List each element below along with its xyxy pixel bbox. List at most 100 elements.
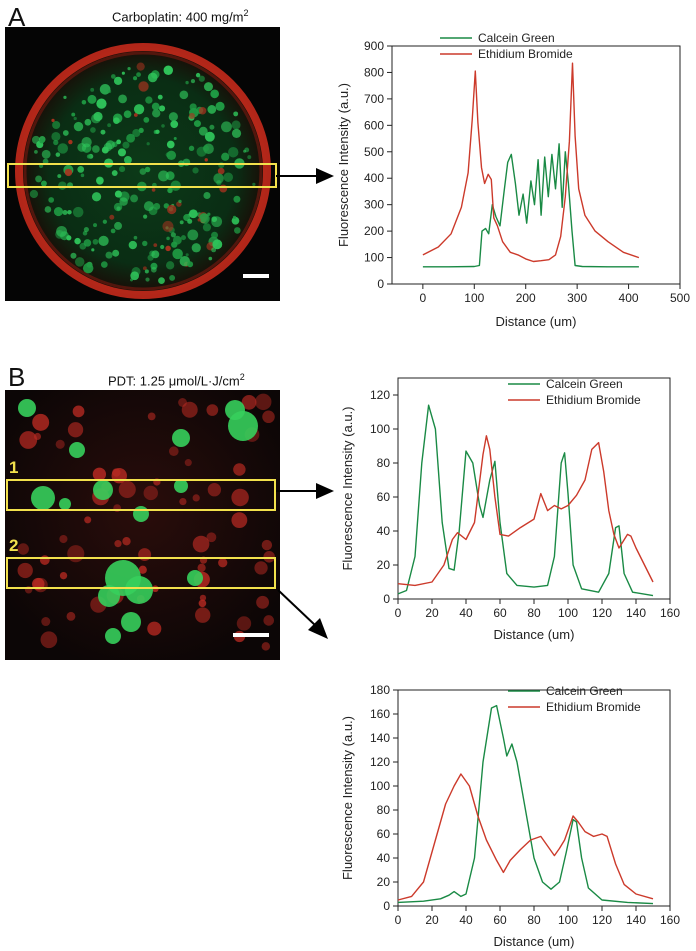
micrograph-b-green-cell [174, 479, 188, 493]
micrograph-a-speck [66, 235, 72, 241]
micrograph-a-speck [203, 191, 211, 200]
legend-entry: Ethidium Bromide [478, 47, 573, 61]
micrograph-b-red-speck [17, 543, 29, 555]
y-tick-label: 100 [370, 779, 390, 793]
micrograph-a-speck [153, 243, 158, 248]
micrograph-b-red-speck [218, 558, 228, 568]
micrograph-a-speck [133, 76, 138, 81]
micrograph-a-speck [198, 126, 208, 136]
micrograph-b-red-speck [206, 404, 219, 416]
micrograph-a-speck [210, 89, 220, 99]
x-tick-label: 400 [619, 291, 639, 305]
micrograph-a-speck [215, 101, 225, 111]
micrograph-a-speck [98, 235, 109, 247]
micrograph-b-green-cell [125, 576, 153, 604]
micrograph-b-red-speck [206, 532, 217, 543]
micrograph-a-speck [73, 116, 77, 121]
caption-a: Carboplatin: 400 mg/m2 [112, 8, 249, 24]
micrograph-a-speck [77, 142, 87, 152]
micrograph-a-speck [185, 253, 189, 257]
micrograph-a-speck [211, 216, 223, 228]
y-tick-label: 200 [364, 224, 384, 238]
micrograph-a-speck [122, 141, 130, 149]
micrograph-a-speck [34, 150, 38, 154]
micrograph-a-speck [170, 232, 176, 238]
micrograph-a-speck [157, 94, 163, 100]
series-line-ethidium-bromide [397, 773, 654, 901]
legend-entry: Calcein Green [546, 377, 623, 391]
micrograph-a-speck [190, 79, 196, 84]
chart-b2: 0 20 40 60 80 100 120 140 160 0 20 40 60 80 100 120 140 1… [330, 680, 680, 950]
micrograph-b-green-cell [121, 612, 141, 632]
y-tick-label: 180 [370, 683, 390, 697]
micrograph-a-speck [147, 72, 158, 83]
micrograph-b-red-speck [263, 615, 275, 626]
micrograph-a-speck [231, 216, 240, 225]
y-tick-label: 0 [383, 899, 390, 913]
micrograph-a-speck [58, 181, 67, 190]
micrograph-b-red-speck [254, 561, 268, 575]
arrow-b2 [277, 589, 328, 639]
micrograph-a-speck [197, 218, 201, 222]
caption-b-text: PDT: 1.25 μmol/L·J/cm [108, 373, 240, 389]
micrograph-a-speck [185, 80, 189, 85]
micrograph-b-red-speck [118, 480, 136, 499]
micrograph-b-red-speck [66, 611, 76, 621]
micrograph-a-speck [74, 237, 81, 245]
micrograph-a-speck [62, 210, 68, 216]
micrograph-b-red-speck [168, 446, 179, 457]
caption-a-sup: 2 [243, 8, 249, 18]
box-label-1: 1 [9, 458, 18, 477]
x-tick-label: 500 [670, 291, 690, 305]
micrograph-b-green-cell [93, 480, 113, 500]
micrograph-b-red-speck [138, 548, 152, 562]
micrograph-a-speck [162, 220, 174, 232]
arrow-a [276, 168, 334, 184]
micrograph-a-speck [142, 240, 148, 247]
micrograph-a-speck [51, 118, 55, 123]
x-tick-label: 200 [516, 291, 536, 305]
micrograph-a-speck [187, 218, 193, 224]
micrograph-a-speck [150, 266, 157, 273]
x-tick-label: 300 [567, 291, 587, 305]
micrograph-a-speck [172, 248, 183, 260]
micrograph-a-speck [55, 152, 61, 157]
micrograph-b-red-speck [41, 616, 51, 627]
micrograph-b-red-speck [114, 540, 122, 548]
micrograph-a-speck [136, 72, 141, 77]
micrograph-a-speck [193, 120, 201, 128]
micrograph-a-speck [41, 149, 51, 159]
micrograph-a-speck [99, 83, 111, 95]
micrograph-b-green-cell [187, 570, 203, 586]
micrograph-a-speck [180, 235, 186, 241]
x-tick-label: 80 [527, 606, 541, 620]
x-tick-label: 40 [459, 913, 473, 927]
micrograph-a-speck [105, 251, 113, 259]
x-tick-label: 0 [420, 291, 427, 305]
y-tick-label: 120 [370, 388, 390, 402]
micrograph-a-speck [202, 223, 212, 232]
plot-svg-b2: 0 20 40 60 80 100 120 140 160 0 20 40 60 80 100 120 140 1… [340, 683, 680, 949]
micrograph-a-speck [155, 129, 160, 134]
micrograph-a-speck [208, 256, 213, 261]
micrograph-a-speck [57, 143, 69, 154]
micrograph-a-speck [113, 117, 120, 125]
micrograph-a-speck [100, 129, 106, 135]
x-tick-label: 100 [558, 606, 578, 620]
micrograph-b-red-speck [198, 599, 207, 608]
x-tick-label: 40 [459, 606, 473, 620]
micrograph-a-speck [109, 214, 115, 220]
y-tick-label: 100 [370, 422, 390, 436]
micrograph-a-speck [119, 197, 128, 206]
y-tick-label: 40 [377, 851, 391, 865]
micrograph-a-speck [132, 128, 141, 138]
micrograph-a-speck [217, 167, 225, 175]
micrograph-a-speck [187, 229, 199, 241]
micrograph-a-speck [67, 209, 72, 215]
selection-box-b1 [6, 479, 276, 511]
micrograph-b-red-speck [17, 562, 33, 579]
x-tick-label: 140 [626, 913, 646, 927]
micrograph-b-red-speck [184, 459, 192, 467]
micrograph-a-speck [144, 166, 151, 173]
micrograph-a-speck [146, 142, 150, 146]
